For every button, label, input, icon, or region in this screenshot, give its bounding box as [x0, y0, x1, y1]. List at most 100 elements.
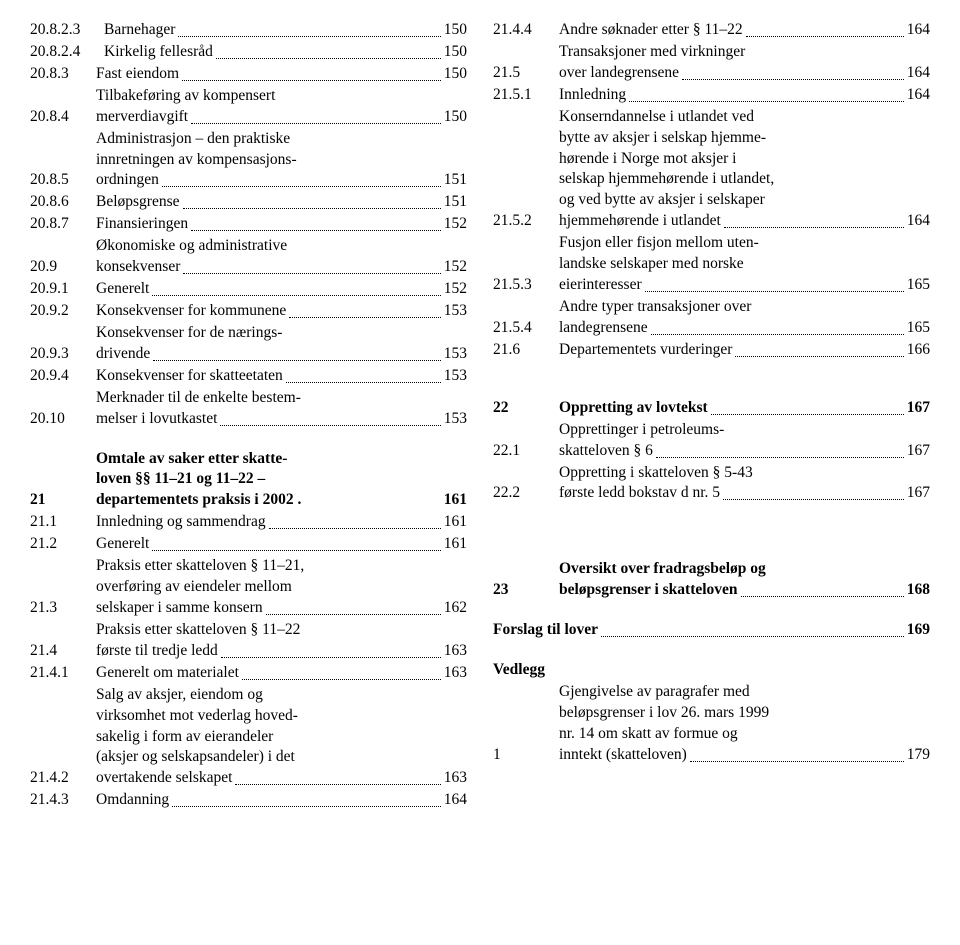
- entry-last-line: overtakende selskapet163: [96, 768, 467, 789]
- entry-last-line: Beløpsgrense151: [96, 192, 467, 213]
- spacer: [493, 380, 930, 398]
- entry-last-line: Omdanning164: [96, 790, 467, 811]
- entry-last-line: første ledd bokstav d nr. 5167: [559, 483, 930, 504]
- entry-last-line: Oppretting av lovtekst167: [559, 398, 930, 419]
- entry-page: 164: [907, 85, 930, 106]
- entry-text: Forslag til lover169: [493, 620, 930, 641]
- entry-page: 153: [444, 301, 467, 322]
- entry-last-text: melser i lovutkastet: [96, 409, 217, 430]
- toc-columns: 20.8.2.3Barnehager15020.8.2.4Kirkelig fe…: [30, 20, 930, 812]
- entry-text: Opprettinger i petroleums-skatteloven § …: [559, 420, 930, 462]
- entry-text: Vedlegg: [493, 660, 930, 681]
- entry-text: Generelt om materialet163: [96, 663, 467, 684]
- entry-number: 21.5.4: [493, 318, 559, 339]
- leader-dots: [183, 208, 441, 209]
- entry-text-line: virksomhet mot vederlag hoved-: [96, 706, 467, 727]
- toc-entry: 21.4.1Generelt om materialet163: [30, 663, 467, 684]
- entry-last-text: over landegrensene: [559, 63, 679, 84]
- entry-last-text: Konsekvenser for kommunene: [96, 301, 286, 322]
- entry-last-text: drivende: [96, 344, 150, 365]
- entry-text-line: innretningen av kompensasjons-: [96, 150, 467, 171]
- toc-entry: 20.9Økonomiske og administrativekonsekve…: [30, 236, 467, 278]
- toc-entry: 20.9.1Generelt152: [30, 279, 467, 300]
- entry-page: 163: [444, 641, 467, 662]
- entry-last-line: merverdiavgift150: [96, 107, 467, 128]
- leader-dots: [242, 679, 441, 680]
- entry-last-line: over landegrensene164: [559, 63, 930, 84]
- entry-last-line: Fast eiendom150: [96, 64, 467, 85]
- entry-text-line: Tilbakeføring av kompensert: [96, 86, 467, 107]
- entry-page: 168: [907, 580, 930, 601]
- entry-text: Konsekvenser for skatteetaten153: [96, 366, 467, 387]
- entry-text: Tilbakeføring av kompensertmerverdiavgif…: [96, 86, 467, 128]
- entry-last-line: selskaper i samme konsern162: [96, 598, 467, 619]
- entry-text: Departementets vurderinger166: [559, 340, 930, 361]
- entry-last-text: Beløpsgrense: [96, 192, 180, 213]
- entry-number: 20.9.3: [30, 344, 96, 365]
- entry-page: 165: [907, 275, 930, 296]
- entry-text-line: hørende i Norge mot aksjer i: [559, 149, 930, 170]
- entry-last-line: Innledning164: [559, 85, 930, 106]
- entry-last-text: Fast eiendom: [96, 64, 179, 85]
- entry-text: Oversikt over fradragsbeløp ogbeløpsgren…: [559, 559, 930, 601]
- entry-page: 153: [444, 344, 467, 365]
- entry-page: 150: [444, 107, 467, 128]
- entry-last-text: skatteloven § 6: [559, 441, 653, 462]
- entry-text-line: nr. 14 om skatt av formue og: [559, 724, 930, 745]
- entry-number: 21.4.4: [493, 20, 559, 41]
- entry-text: Konsekvenser for de nærings-drivende153: [96, 323, 467, 365]
- toc-entry: 20.9.3Konsekvenser for de nærings-driven…: [30, 323, 467, 365]
- toc-entry: 21Omtale av saker etter skatte-loven §§ …: [30, 449, 467, 512]
- entry-number: 22.1: [493, 441, 559, 462]
- entry-page: 164: [907, 20, 930, 41]
- entry-last-line: departementets praksis i 2002 .161: [96, 490, 467, 511]
- entry-text: Andre søknader etter § 11–22164: [559, 20, 930, 41]
- toc-entry: 20.8.6Beløpsgrense151: [30, 192, 467, 213]
- entry-last-text: hjemmehørende i utlandet: [559, 211, 721, 232]
- leader-dots: [269, 528, 441, 529]
- entry-text: Fast eiendom150: [96, 64, 467, 85]
- entry-last-line: Generelt om materialet163: [96, 663, 467, 684]
- entry-last-text: Konsekvenser for skatteetaten: [96, 366, 283, 387]
- entry-text: Administrasjon – den praktiskeinnretning…: [96, 129, 467, 192]
- entry-text: Kirkelig fellesråd150: [104, 42, 467, 63]
- entry-last-line: Innledning og sammendrag161: [96, 512, 467, 533]
- entry-text-line: selskap hjemmehørende i utlandet,: [559, 169, 930, 190]
- entry-last-line: konsekvenser152: [96, 257, 467, 278]
- entry-text: Fusjon eller fisjon mellom uten-landske …: [559, 233, 930, 296]
- entry-page: 179: [907, 745, 930, 766]
- entry-last-line: Konsekvenser for kommunene 153: [96, 301, 467, 322]
- leader-dots: [724, 227, 904, 228]
- entry-last-text: landegrensene: [559, 318, 648, 339]
- entry-text-line: Praksis etter skatteloven § 11–21,: [96, 556, 467, 577]
- toc-entry: 20.8.2.3Barnehager150: [30, 20, 467, 41]
- entry-text: Transaksjoner med virkningerover landegr…: [559, 42, 930, 84]
- entry-number: 20.8.2.3: [30, 20, 104, 41]
- entry-text: Konsekvenser for kommunene 153: [96, 301, 467, 322]
- entry-text-line: Økonomiske og administrative: [96, 236, 467, 257]
- toc-entry: 23Oversikt over fradragsbeløp ogbeløpsgr…: [493, 559, 930, 601]
- entry-text: Konserndannelse i utlandet vedbytte av a…: [559, 107, 930, 233]
- entry-text: Praksis etter skatteloven § 11–22første …: [96, 620, 467, 662]
- entry-text-line: Oppretting i skatteloven § 5-43: [559, 463, 930, 484]
- entry-text-line: Transaksjoner med virkninger: [559, 42, 930, 63]
- entry-text-line: Salg av aksjer, eiendom og: [96, 685, 467, 706]
- entry-number: 21.4.1: [30, 663, 96, 684]
- leader-dots: [741, 596, 904, 597]
- toc-entry: 22.1Opprettinger i petroleums-skattelove…: [493, 420, 930, 462]
- leader-dots: [182, 80, 441, 81]
- leader-dots: [162, 186, 441, 187]
- entry-last-text: selskaper i samme konsern: [96, 598, 263, 619]
- entry-last-line: Andre søknader etter § 11–22164: [559, 20, 930, 41]
- entry-last-text: overtakende selskapet: [96, 768, 232, 789]
- entry-last-line: beløpsgrenser i skatteloven168: [559, 580, 930, 601]
- entry-number: 21.5: [493, 63, 559, 84]
- entry-text-line: Andre typer transaksjoner over: [559, 297, 930, 318]
- entry-text-line: Konserndannelse i utlandet ved: [559, 107, 930, 128]
- entry-number: 21.5.2: [493, 211, 559, 232]
- entry-last-line: drivende 153: [96, 344, 467, 365]
- entry-page: 163: [444, 663, 467, 684]
- toc-entry: Forslag til lover169: [493, 620, 930, 641]
- entry-text-line: Vedlegg: [493, 660, 930, 681]
- leader-dots: [221, 657, 441, 658]
